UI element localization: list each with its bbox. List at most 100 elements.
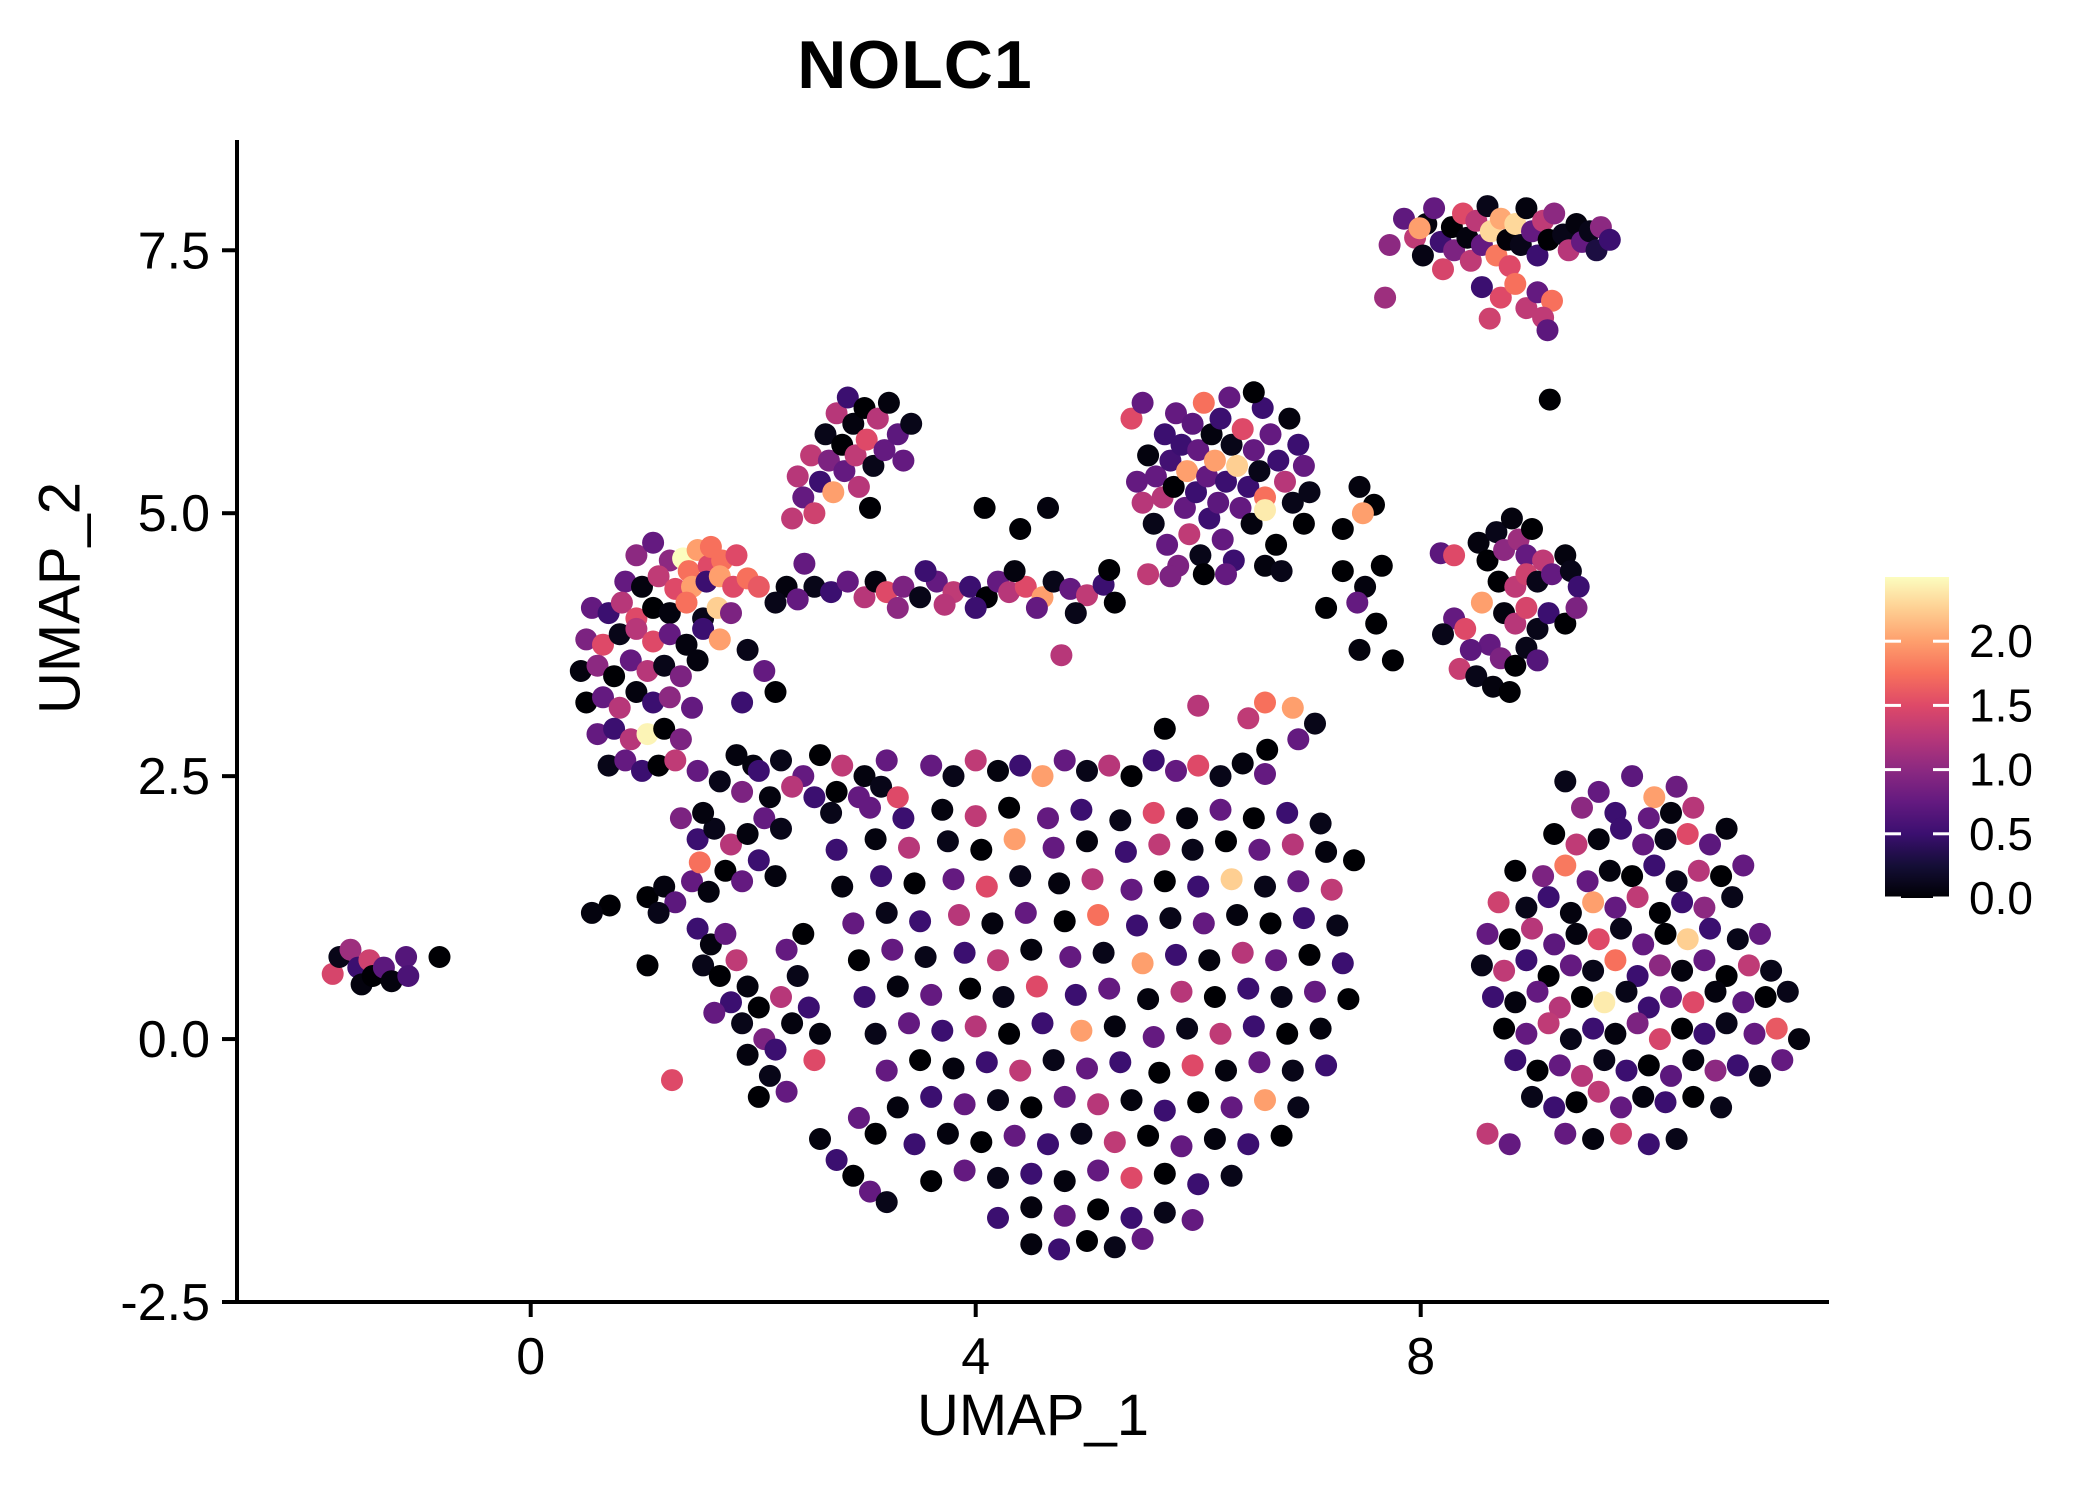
data-point [664, 749, 687, 772]
data-point [1189, 544, 1212, 567]
data-point [1170, 433, 1193, 456]
data-point [1470, 276, 1493, 299]
data-point [1220, 433, 1243, 456]
data-point [942, 765, 965, 788]
data-point [1203, 1128, 1226, 1150]
data-point [586, 723, 609, 746]
data-point [1242, 381, 1265, 404]
data-point [1504, 654, 1527, 677]
data-point [1487, 570, 1510, 593]
data-point [1148, 833, 1171, 856]
data-point [1064, 602, 1087, 625]
data-point [825, 838, 848, 861]
data-point [1025, 596, 1048, 619]
data-point [614, 570, 637, 593]
data-point [948, 904, 970, 926]
x-tick-label: 4 [961, 1328, 990, 1386]
data-point [1737, 954, 1760, 977]
data-point [1515, 197, 1538, 220]
data-point [864, 828, 887, 851]
data-point [1131, 1227, 1154, 1250]
data-point [1582, 959, 1605, 982]
data-point [1114, 840, 1137, 863]
data-point [1587, 828, 1610, 851]
data-point [1665, 870, 1688, 893]
data-point [395, 946, 418, 968]
data-point [1240, 512, 1263, 535]
data-point [675, 591, 698, 614]
data-point [580, 596, 603, 619]
data-point [631, 759, 653, 782]
data-point [1715, 1012, 1738, 1035]
data-point [797, 996, 820, 1019]
data-point [1604, 949, 1627, 972]
data-point [1682, 796, 1705, 819]
data-point [825, 402, 848, 425]
data-point [1693, 949, 1716, 972]
data-point [653, 717, 676, 740]
data-point [1176, 1017, 1199, 1040]
data-point [1265, 949, 1288, 972]
data-point [714, 922, 737, 945]
data-point [1254, 1089, 1276, 1112]
data-point [614, 749, 637, 772]
data-point [1070, 1019, 1093, 1042]
data-point [1237, 707, 1260, 730]
data-point [1648, 901, 1671, 924]
data-point [747, 1085, 770, 1108]
data-point [1626, 886, 1649, 909]
data-point [321, 962, 344, 985]
chart-title: NOLC1 [797, 27, 1033, 103]
data-point [1009, 754, 1032, 777]
data-point [1215, 1059, 1237, 1082]
data-point [1209, 798, 1232, 821]
data-point [1165, 943, 1187, 966]
data-point [1587, 1080, 1610, 1103]
data-point [1621, 765, 1644, 788]
data-point [1648, 1028, 1671, 1051]
data-point [725, 544, 748, 567]
data-point [1448, 657, 1471, 680]
data-point [764, 1038, 787, 1061]
data-point [764, 681, 787, 703]
colorbar-tick-label: 1.5 [1969, 679, 2033, 731]
data-point [800, 444, 823, 467]
data-point [981, 912, 1004, 935]
data-point [1470, 591, 1493, 614]
data-point [1170, 980, 1193, 1003]
data-point [1582, 891, 1605, 914]
data-point [692, 801, 715, 824]
data-point [1470, 954, 1493, 977]
data-point [1053, 1170, 1076, 1193]
data-point [731, 1012, 754, 1035]
data-point [1070, 1122, 1093, 1145]
data-point [642, 531, 665, 554]
data-point [1137, 563, 1160, 586]
data-point [1593, 1049, 1616, 1072]
data-point [1120, 407, 1143, 430]
data-point [1554, 612, 1577, 635]
data-point [1281, 833, 1304, 856]
data-point [1315, 596, 1338, 619]
data-point [1637, 1133, 1660, 1156]
data-point [708, 628, 731, 651]
data-point [610, 591, 633, 614]
data-point [699, 535, 722, 558]
data-point [1532, 865, 1555, 888]
data-point [781, 775, 804, 798]
data-point [1543, 823, 1566, 845]
data-point [1459, 638, 1482, 661]
data-point [1543, 933, 1566, 956]
data-point [1543, 1096, 1566, 1119]
data-point [1587, 928, 1610, 951]
data-point [603, 717, 626, 740]
data-point [987, 1166, 1009, 1189]
data-point [1541, 289, 1563, 312]
data-point [892, 575, 915, 598]
data-point [942, 1057, 965, 1080]
data-point [708, 770, 731, 793]
data-point [686, 759, 709, 782]
data-point [1489, 286, 1512, 309]
data-point [1120, 878, 1143, 901]
